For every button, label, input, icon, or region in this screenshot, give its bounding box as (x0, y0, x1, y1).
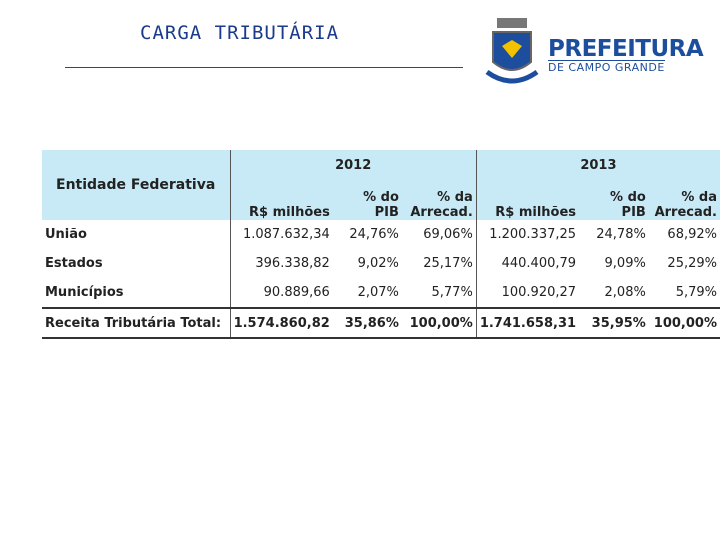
cell: 25,29% (667, 256, 717, 271)
year-header: 2013 (475, 150, 720, 180)
ribbon (485, 69, 539, 84)
cell: 69,06% (423, 227, 473, 242)
total-cell: 35,86% (332, 307, 402, 339)
row-label: União (45, 227, 87, 242)
column-header: % do PIB (332, 180, 402, 220)
title-rule (65, 67, 463, 68)
cell: 25,17% (423, 256, 473, 271)
cell: 9,09% (604, 256, 646, 271)
column-header: R$ milhões (229, 180, 333, 220)
row-label: Municípios (45, 285, 124, 300)
shield-bird (502, 40, 522, 58)
column-header: % do PIB (579, 180, 649, 220)
total-cell: 1.574.860,82 (229, 307, 333, 339)
cell: 5,77% (431, 285, 473, 300)
cell: 1.200.337,25 (475, 220, 580, 249)
cell: 68,92% (667, 227, 717, 242)
slide-title: CARGA TRIBUTÁRIA (140, 22, 340, 44)
header-row: Entidade Federativa 2012 2013 (42, 150, 720, 220)
cell: 90.889,66 (229, 278, 333, 308)
entity-header: Entidade Federativa (42, 150, 231, 220)
total-cell: 1.741.658,31 (475, 307, 580, 339)
cell: 2,07% (357, 285, 399, 300)
cell: 5,79% (675, 285, 717, 300)
column-header: R$ milhões (475, 180, 580, 220)
total-cell: 35,95% (579, 307, 649, 339)
cell: 100.920,27 (475, 278, 580, 308)
cell: 396.338,82 (229, 249, 333, 278)
data-row: Municípios 90.889,66 2,07% 5,77% 100.920,27 2… (42, 278, 720, 308)
logo-name: PREFEITURA (548, 36, 704, 62)
logo-emblem (485, 18, 539, 84)
cell: 9,02% (357, 256, 399, 271)
data-row: Estados 396.338,82 9,02% 25,17% 440.400,79 9,… (42, 249, 720, 278)
total-cell: 100,00% (648, 307, 720, 339)
cell: 2,08% (604, 285, 646, 300)
logo-subtitle: DE CAMPO GRANDE (548, 60, 665, 74)
row-label: Estados (45, 256, 103, 271)
year-header: 2012 (229, 150, 477, 180)
total-row: Receita Tributária Total: 1.574.860,82 35,… (42, 307, 720, 339)
tax-table: Entidade Federativa 2012 2013 R$ milhões% d… (42, 150, 720, 339)
total-cell: 100,00% (401, 307, 477, 339)
cell: 24,78% (596, 227, 646, 242)
cell: 24,76% (349, 227, 399, 242)
column-header: % da Arrecad. (648, 180, 720, 220)
subheader-row: R$ milhões% do PIB% da Arrecad. R$ milhõe… (42, 180, 720, 220)
total-label: Receita Tributária Total: (42, 307, 231, 339)
column-header: % da Arrecad. (401, 180, 477, 220)
crown (497, 18, 527, 28)
cell: 1.087.632,34 (229, 220, 333, 249)
data-row: União 1.087.632,34 24,76% 69,06% 1.200.337,2… (42, 220, 720, 249)
cell: 440.400,79 (475, 249, 580, 278)
